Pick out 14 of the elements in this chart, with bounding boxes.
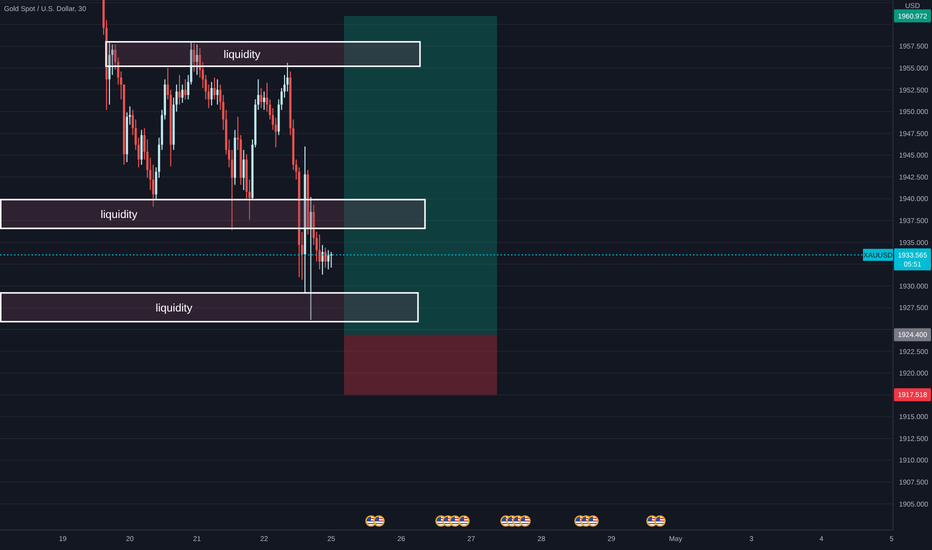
candlestick bbox=[213, 77, 216, 100]
candlestick bbox=[192, 43, 196, 72]
candlestick bbox=[242, 149, 245, 191]
candlestick bbox=[184, 78, 186, 100]
candlestick bbox=[263, 91, 266, 110]
band-label: liquidity bbox=[100, 209, 138, 222]
candlestick bbox=[210, 81, 213, 106]
candlestick bbox=[310, 196, 312, 320]
candlestick bbox=[260, 88, 262, 109]
candlestick bbox=[327, 250, 330, 270]
band-label: liquidity bbox=[224, 49, 261, 62]
candlestick bbox=[330, 251, 332, 268]
band-label: liquidity bbox=[156, 302, 193, 314]
candlestick bbox=[196, 44, 198, 76]
